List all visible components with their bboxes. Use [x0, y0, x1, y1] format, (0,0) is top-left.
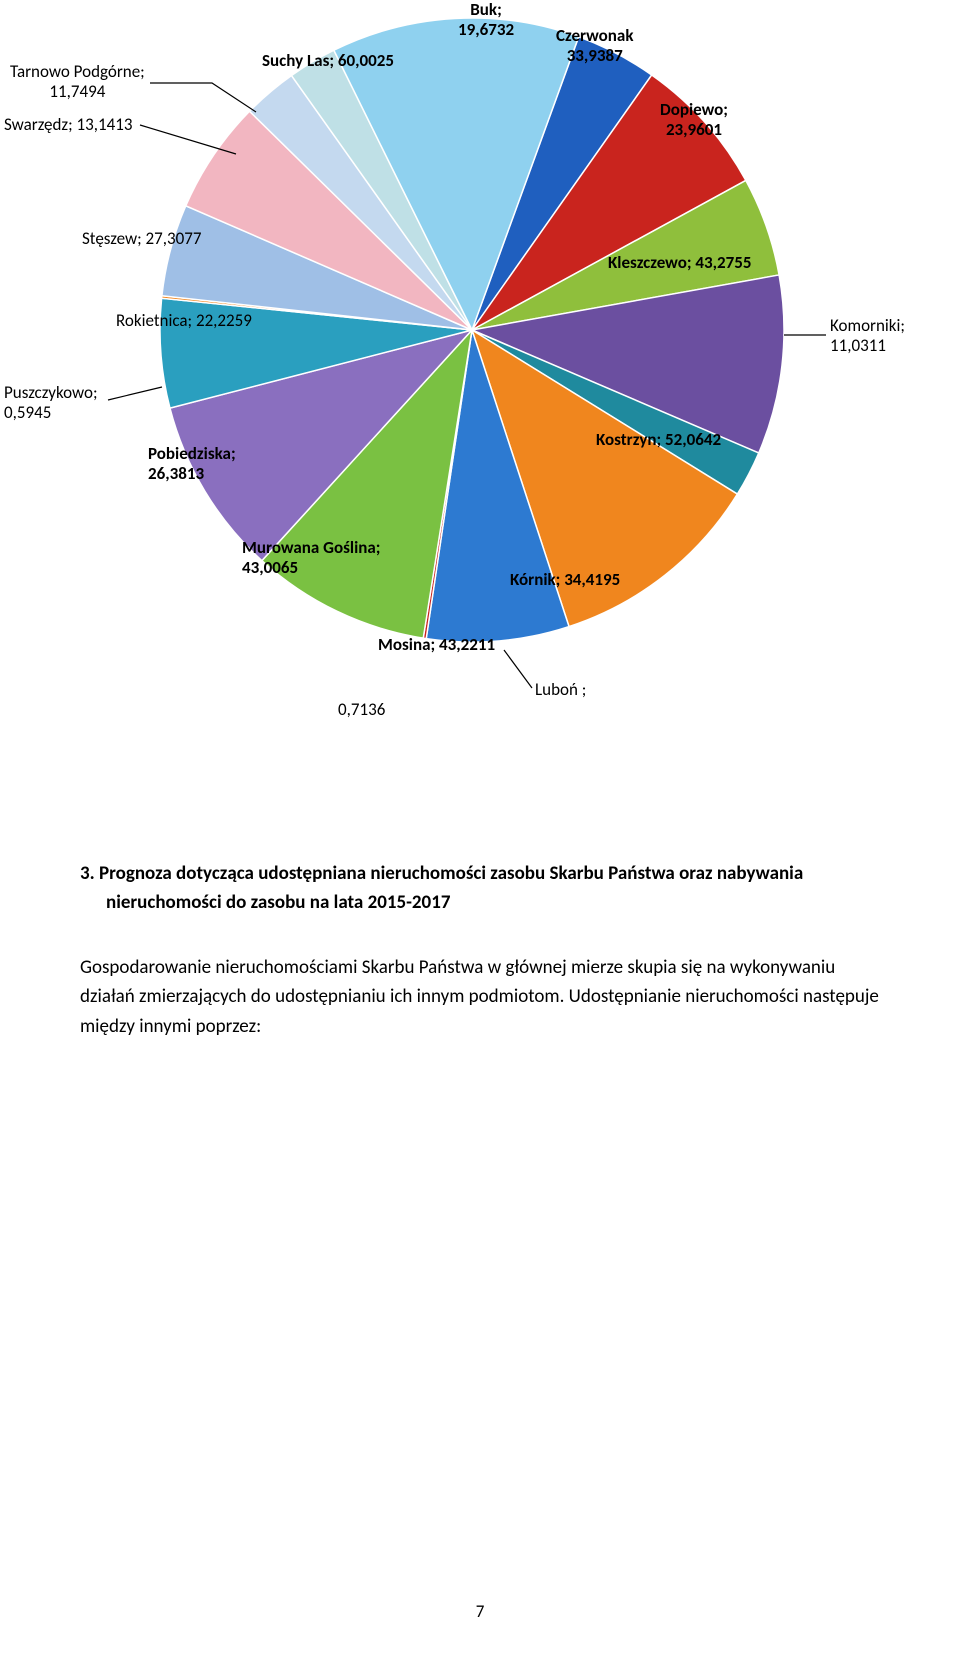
pie-chart-svg	[0, 0, 960, 780]
label-dopiewo: Dopiewo;23,9601	[660, 100, 728, 141]
page-number: 7	[0, 1601, 960, 1622]
leader-line	[140, 125, 236, 154]
label-puszczykowo: Puszczykowo;0,5945	[4, 383, 98, 424]
label-czerwonak: Czerwonak33,9387	[556, 26, 633, 67]
label-komorniki: Komorniki;11,0311	[830, 316, 905, 357]
pie-chart-area: Buk;19,6732 Czerwonak33,9387 Dopiewo;23,…	[0, 0, 960, 780]
label-rokietnica: Rokietnica; 22,2259	[116, 311, 252, 331]
leader-line	[150, 83, 256, 112]
section-3-paragraph: Gospodarowanie nieruchomościami Skarbu P…	[80, 953, 880, 1041]
label-kleszczewo: Kleszczewo; 43,2755	[608, 253, 751, 273]
label-mosina: Mosina; 43,2211	[378, 635, 495, 655]
label-kostrzyn: Kostrzyn; 52,0642	[596, 430, 721, 450]
label-steszew: Stęszew; 27,3077	[82, 229, 201, 249]
label-buk: Buk;19,6732	[458, 0, 514, 41]
leader-line	[108, 387, 162, 400]
label-lubon-val: 0,7136	[338, 700, 385, 720]
label-suchy: Suchy Las; 60,0025	[262, 51, 394, 71]
label-pobiedziska: Pobiedziska;26,3813	[148, 444, 236, 485]
label-lubon: Luboń ;	[535, 680, 586, 700]
leader-line	[504, 650, 532, 688]
section-3: 3. Prognoza dotycząca udostępniana nieru…	[80, 860, 880, 1041]
label-murowana: Murowana Goślina;43,0065	[242, 538, 380, 579]
label-swarzedz: Swarzędz; 13,1413	[4, 115, 132, 135]
label-tarnowo: Tarnowo Podgórne;11,7494	[10, 62, 145, 103]
section-3-heading: 3. Prognoza dotycząca udostępniana nieru…	[80, 860, 880, 917]
label-kornik: Kórnik; 34,4195	[510, 570, 620, 590]
